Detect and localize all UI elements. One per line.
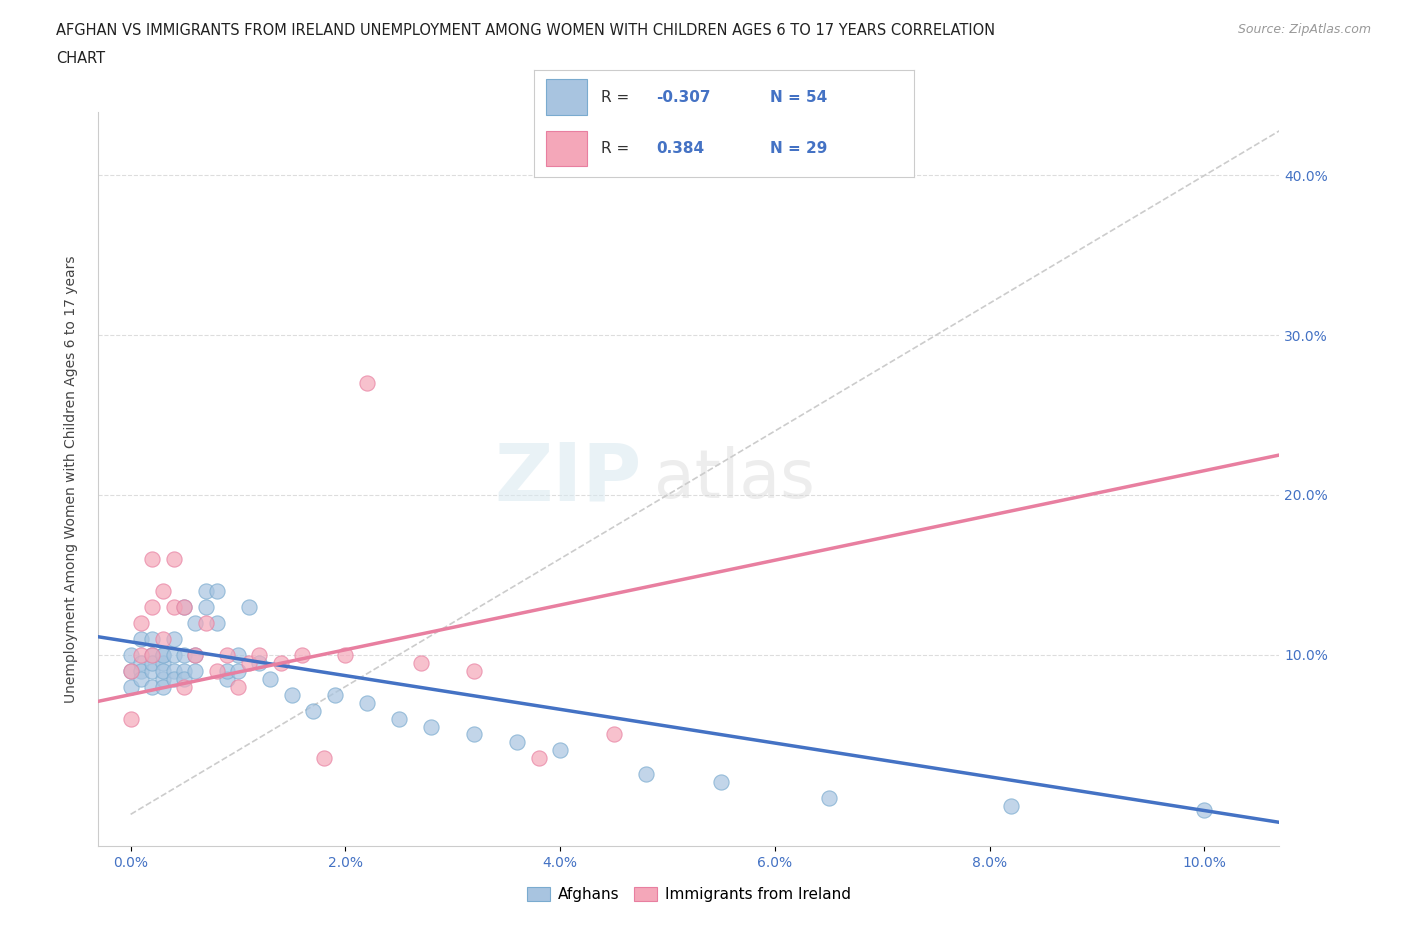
Point [162,631,184,646]
Point [152,631,174,646]
Point [120,663,142,678]
Point [131,631,153,646]
Point [302,703,325,718]
Point [205,583,228,598]
Point [420,719,443,734]
Point [152,663,174,678]
Point [710,775,733,790]
Point [141,663,163,678]
Point [356,376,378,391]
Point [1194,802,1216,817]
Point [312,751,335,766]
Point [131,656,153,671]
Point [205,616,228,631]
Y-axis label: Unemployment Among Women with Children Ages 6 to 17 years: Unemployment Among Women with Children A… [63,255,77,703]
Point [141,551,163,566]
Point [141,679,163,694]
Point [152,647,174,662]
Point [335,647,357,662]
Point [184,647,207,662]
Point [131,671,153,686]
Point [141,647,163,662]
Point [141,599,163,614]
Point [226,679,249,694]
Point [173,663,195,678]
Point [131,616,153,631]
Text: R =: R = [600,89,628,104]
Point [323,687,346,702]
Point [184,616,207,631]
Point [162,671,184,686]
Point [194,583,217,598]
Text: 0.384: 0.384 [655,140,704,156]
Point [356,695,378,710]
Text: R =: R = [600,140,628,156]
Point [291,647,314,662]
Point [141,656,163,671]
Point [817,790,839,805]
Text: CHART: CHART [56,51,105,66]
Point [217,671,239,686]
Point [152,647,174,662]
Point [152,656,174,671]
Point [173,599,195,614]
Point [506,735,529,750]
Point [173,647,195,662]
Point [120,647,142,662]
Point [152,671,174,686]
Point [120,663,142,678]
Point [131,663,153,678]
Point [249,656,271,671]
Text: atlas: atlas [654,446,814,512]
Point [184,647,207,662]
Point [280,687,302,702]
Point [634,767,657,782]
Point [238,599,260,614]
Point [173,599,195,614]
Point [120,711,142,726]
Point [249,647,271,662]
Point [173,671,195,686]
Point [463,663,485,678]
Bar [546,131,588,166]
Point [173,679,195,694]
Text: ZIP: ZIP [495,440,641,518]
Point [194,599,217,614]
Point [217,663,239,678]
Point [527,751,550,766]
Point [120,679,142,694]
Point [152,583,174,598]
Point [152,679,174,694]
Point [162,551,184,566]
Point [388,711,411,726]
Point [270,656,292,671]
Text: -0.307: -0.307 [655,89,710,104]
Point [162,647,184,662]
Bar [546,79,588,114]
Point [194,616,217,631]
Point [141,647,163,662]
Point [259,671,281,686]
Point [238,656,260,671]
Point [463,727,485,742]
Point [603,727,626,742]
Point [184,663,207,678]
Point [409,656,432,671]
Point [548,743,571,758]
Text: AFGHAN VS IMMIGRANTS FROM IRELAND UNEMPLOYMENT AMONG WOMEN WITH CHILDREN AGES 6 : AFGHAN VS IMMIGRANTS FROM IRELAND UNEMPL… [56,23,995,38]
Text: N = 29: N = 29 [769,140,827,156]
Point [162,663,184,678]
Text: Source: ZipAtlas.com: Source: ZipAtlas.com [1237,23,1371,36]
Point [131,647,153,662]
Text: N = 54: N = 54 [769,89,827,104]
Point [226,663,249,678]
Point [226,647,249,662]
Point [217,647,239,662]
Point [162,599,184,614]
Point [141,631,163,646]
Point [205,663,228,678]
Legend: Afghans, Immigrants from Ireland: Afghans, Immigrants from Ireland [520,881,858,909]
Point [1000,799,1022,814]
